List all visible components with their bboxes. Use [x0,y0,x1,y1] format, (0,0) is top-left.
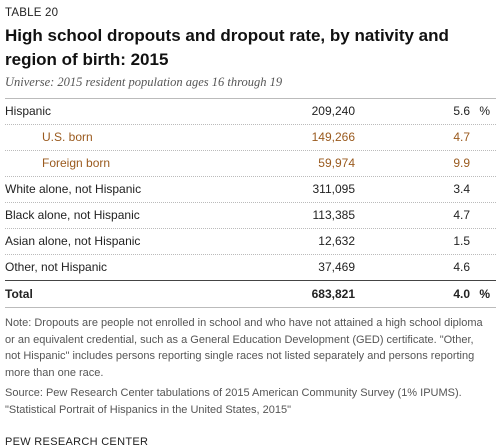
row-pct-sign: % [479,104,490,118]
row-count: 683,821 [311,287,355,301]
table-row-hispanic: Hispanic 209,240 5.6 % [5,99,496,125]
source-line: Source: Pew Research Center tabulations … [5,387,462,399]
row-count: 209,240 [311,104,355,118]
table-title: High school dropouts and dropout rate, b… [5,26,449,69]
row-rate: 4.6 [453,260,470,274]
org-credit: PEW RESEARCH CENTER [5,436,149,448]
row-count: 149,266 [311,130,355,144]
table-row-foreign-born: Foreign born 59,974 9.9 [5,151,496,177]
table-row-black: Black alone, not Hispanic 113,385 4.7 [5,203,496,229]
row-label: Hispanic [5,104,52,118]
table-row-other: Other, not Hispanic 37,469 4.6 [5,255,496,280]
source-report-title: "Statistical Portrait of Hispanics in th… [5,403,292,416]
table-row-white: White alone, not Hispanic 311,095 3.4 [5,177,496,203]
universe-subtitle: Universe: 2015 resident population ages … [5,75,283,89]
row-count: 311,095 [312,182,356,196]
table-note: Note: Dropouts are people not enrolled i… [5,317,483,379]
row-rate: 4.7 [453,130,470,144]
row-count: 113,385 [312,208,356,222]
row-count: 12,632 [318,234,355,248]
row-label: White alone, not Hispanic [5,182,142,196]
row-pct-sign: % [479,287,490,301]
row-rate: 4.0 [453,287,470,301]
row-label: Black alone, not Hispanic [5,208,140,222]
row-label: Other, not Hispanic [5,260,108,274]
table-row-us-born: U.S. born 149,266 4.7 [5,125,496,151]
row-rate: 1.5 [453,234,470,248]
row-rate: 9.9 [453,156,470,170]
data-table: Hispanic 209,240 5.6 % U.S. born 149,266… [5,98,496,308]
row-rate: 5.6 [453,104,470,118]
row-label: Foreign born [42,156,111,170]
table-row-total: Total 683,821 4.0 % [5,280,496,308]
row-count: 37,469 [318,260,355,274]
table-number-label: TABLE 20 [5,7,59,19]
row-label: U.S. born [42,130,93,144]
table-row-asian: Asian alone, not Hispanic 12,632 1.5 [5,229,496,255]
table-figure: TABLE 20 High school dropouts and dropou… [5,0,496,448]
row-label: Total [5,287,33,301]
table-source: Source: Pew Research Center tabulations … [5,385,493,418]
row-count: 59,974 [318,156,355,170]
row-label: Asian alone, not Hispanic [5,234,141,248]
row-rate: 3.4 [453,182,470,196]
row-rate: 4.7 [453,208,470,222]
